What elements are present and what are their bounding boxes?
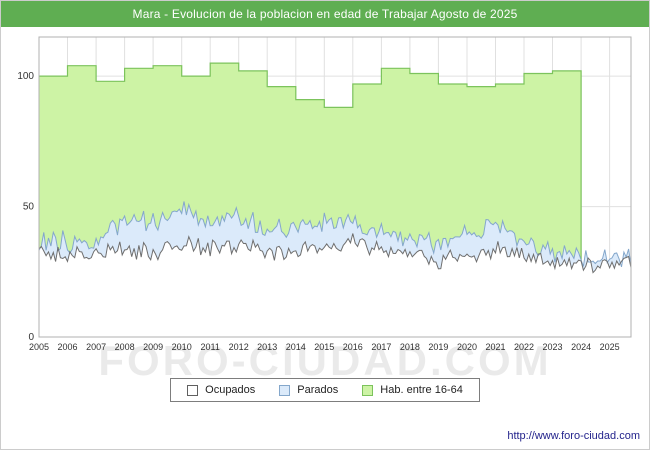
legend-item-ocupados: Ocupados [187,384,255,396]
svg-text:2014: 2014 [286,342,306,352]
svg-text:2008: 2008 [115,342,135,352]
svg-text:2023: 2023 [542,342,562,352]
footer-link[interactable]: http://www.foro-ciudad.com [507,430,640,442]
svg-text:2020: 2020 [457,342,477,352]
svg-text:2009: 2009 [143,342,163,352]
legend-item-hab-16-64: Hab. entre 16-64 [362,384,463,396]
svg-text:2019: 2019 [428,342,448,352]
chart-area: 2005 2006 2007 2008 2009 2010 2011 2012 2013 2014… [1,27,649,375]
legend-box: Ocupados Parados Hab. entre 16-64 [170,378,480,402]
svg-text:2016: 2016 [343,342,363,352]
parados-swatch-icon [279,384,291,396]
hab-16-64-swatch-icon [362,384,374,396]
svg-text:2024: 2024 [571,342,591,352]
svg-text:2025: 2025 [600,342,620,352]
svg-text:2012: 2012 [229,342,249,352]
title-bar: Mara - Evolucion de la poblacion en edad… [1,1,649,27]
svg-text:2005: 2005 [29,342,49,352]
svg-text:2010: 2010 [172,342,192,352]
svg-text:2022: 2022 [514,342,534,352]
svg-text:50: 50 [23,202,35,213]
svg-text:2006: 2006 [57,342,77,352]
legend: Ocupados Parados Hab. entre 16-64 [1,378,649,402]
ocupados-swatch-icon [187,384,199,396]
legend-item-parados: Parados [279,384,338,396]
svg-text:2013: 2013 [257,342,277,352]
legend-label-ocupados: Ocupados [205,384,256,396]
svg-text:0: 0 [28,332,34,343]
population-area-chart: 2005 2006 2007 2008 2009 2010 2011 2012 2013 2014… [17,36,632,352]
svg-text:2007: 2007 [86,342,106,352]
svg-text:2018: 2018 [400,342,420,352]
legend-label-hab-16-64: Hab. entre 16-64 [380,384,463,396]
svg-text:2017: 2017 [371,342,391,352]
svg-text:2015: 2015 [314,342,334,352]
svg-text:2021: 2021 [485,342,505,352]
svg-text:100: 100 [17,71,34,82]
svg-text:2011: 2011 [201,342,220,352]
page-title: Mara - Evolucion de la poblacion en edad… [132,7,518,21]
legend-label-parados: Parados [297,384,339,396]
